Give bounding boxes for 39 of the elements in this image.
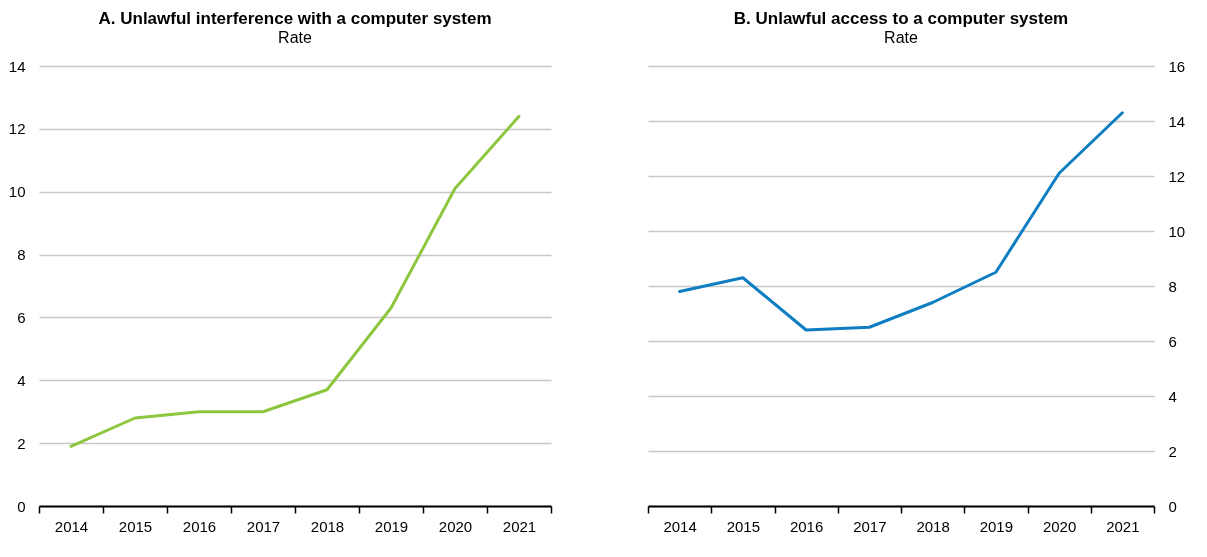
line-series [678, 111, 1124, 332]
y2-tick-label: 8 [1168, 277, 1177, 295]
x-tick-label: 2017 [853, 517, 887, 535]
y-tick-label: 12 [8, 120, 26, 138]
y-tick-label: 6 [17, 308, 26, 326]
y-tick-label: 10 [8, 183, 26, 201]
x-tick-label: 2017 [246, 517, 281, 535]
chart-title: B. Unlawful access to a computer system [733, 9, 1069, 28]
x-tick-label: 2020 [438, 517, 473, 535]
chart-title: A. Unlawful interference with a computer system [98, 9, 492, 28]
x-tick-label: 2014 [54, 517, 89, 535]
y-tick-label: 8 [17, 246, 26, 264]
y-tick-label: 0 [17, 497, 26, 515]
chart-subtitle: Rate [884, 29, 918, 46]
y2-tick-label: 0 [1168, 497, 1177, 515]
y2-tick-label: 16 [1168, 57, 1186, 75]
y-tick-label: 2 [17, 434, 26, 452]
y2-tick-label: 14 [1168, 112, 1186, 130]
y2-tick-label: 10 [1168, 222, 1186, 240]
x-tick-label: 2021 [1106, 517, 1140, 535]
x-tick-label: 2016 [182, 517, 217, 535]
line-series [69, 114, 521, 448]
x-tick-label: 2021 [502, 517, 537, 535]
y2-tick-label: 2 [1168, 442, 1177, 460]
x-tick-label: 2018 [916, 517, 950, 535]
x-tick-label: 2019 [374, 517, 409, 535]
chart-subtitle: Rate [278, 29, 312, 46]
x-tick-label: 2015 [118, 517, 153, 535]
x-tick-label: 2019 [979, 517, 1014, 535]
x-tick-label: 2020 [1042, 517, 1077, 535]
y2-tick-label: 6 [1168, 332, 1177, 350]
y-tick-label: 4 [17, 371, 26, 389]
y2-tick-label: 12 [1168, 167, 1186, 185]
x-tick-label: 2016 [789, 517, 824, 535]
x-tick-label: 2018 [310, 517, 345, 535]
y2-tick-label: 4 [1168, 387, 1177, 405]
y-tick-label: 14 [8, 57, 26, 75]
x-tick-label: 2015 [726, 517, 761, 535]
x-tick-label: 2014 [663, 517, 697, 535]
